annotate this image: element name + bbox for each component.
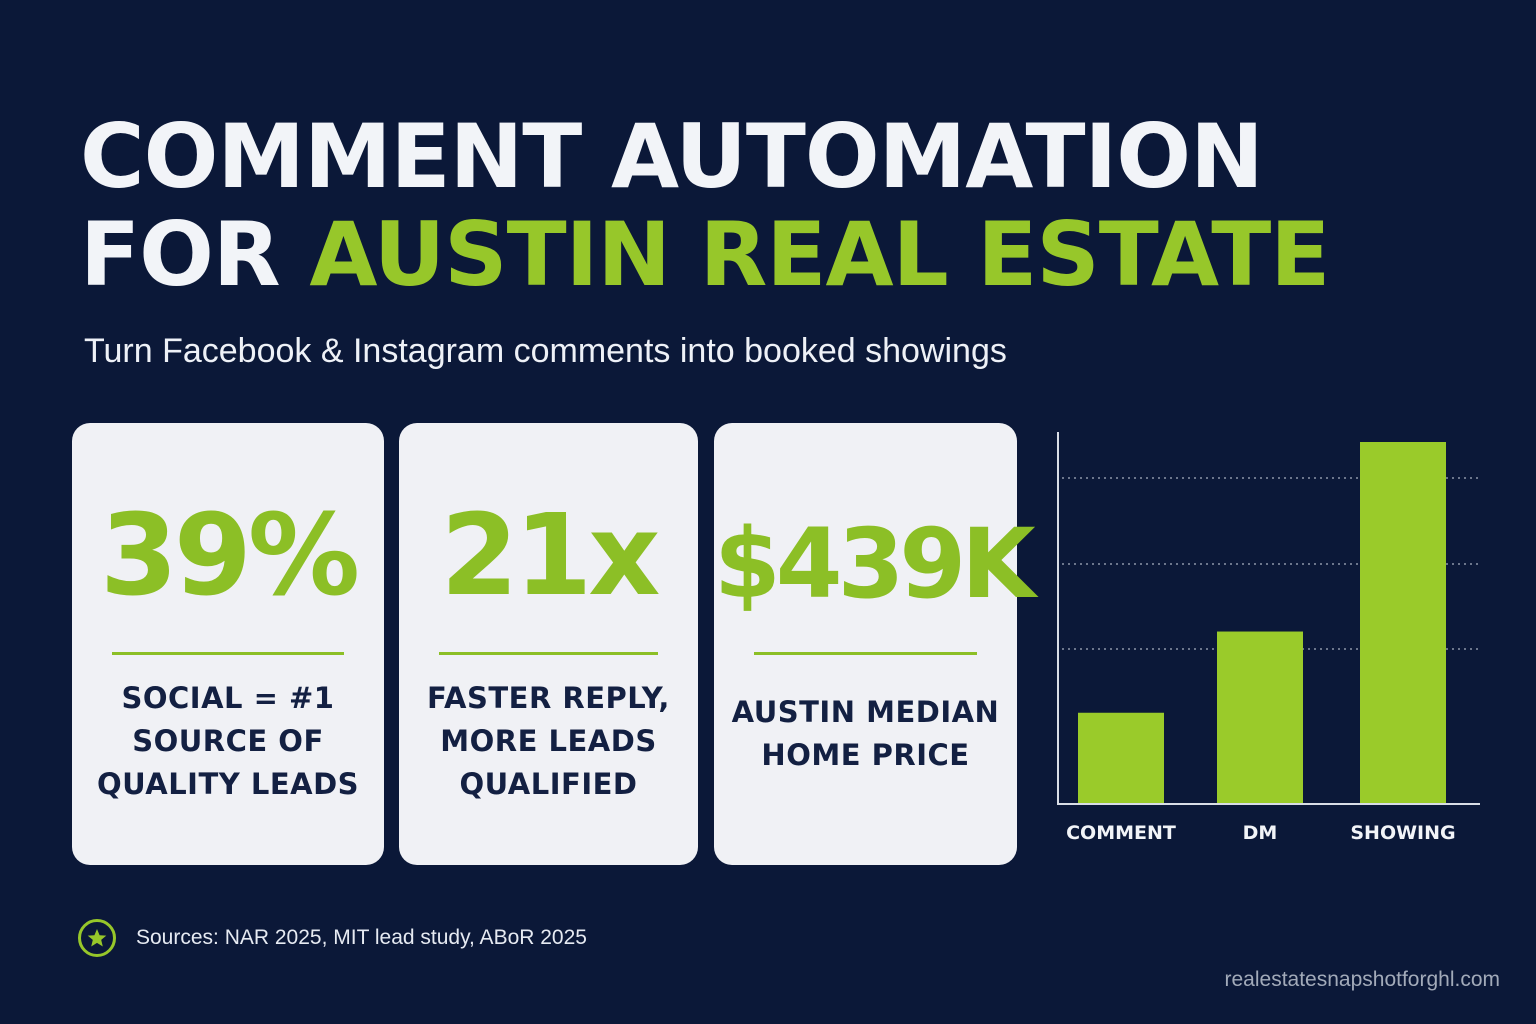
bar-showing — [1360, 442, 1446, 803]
stat-card-reply: 21x FASTER REPLY, MORE LEADS QUALIFIED — [399, 423, 698, 865]
stat-label: SOCIAL = #1 SOURCE OF QUALITY LEADS — [96, 681, 360, 801]
x-tick-label: DM — [1243, 822, 1278, 844]
stat-value: 21x — [440, 491, 660, 621]
title-line-1: COMMENT AUTOMATION — [80, 105, 1264, 208]
stat-card-price: $439K AUSTIN MEDIAN HOME PRICE — [714, 423, 1036, 865]
sources-text: Sources: NAR 2025, MIT lead study, ABoR … — [136, 926, 587, 949]
bar-comment — [1078, 712, 1164, 803]
main-title: COMMENT AUTOMATION FOR AUSTIN REAL ESTAT… — [80, 105, 1330, 306]
stat-value: 39% — [99, 491, 360, 621]
stat-card-social: 39% SOCIAL = #1 SOURCE OF QUALITY LEADS — [72, 423, 384, 865]
card-divider — [439, 652, 658, 655]
x-tick-label: SHOWING — [1350, 822, 1455, 844]
stat-label: FASTER REPLY, MORE LEADS QUALIFIED — [427, 681, 670, 801]
funnel-bar-chart: COMMENT DM SHOWING — [1057, 432, 1480, 844]
stat-value: $439K — [714, 508, 1036, 620]
x-tick-label: COMMENT — [1066, 822, 1176, 844]
star-icon — [78, 919, 116, 957]
title-line-2-accent: AUSTIN REAL ESTATE — [309, 203, 1330, 306]
sources-footer: Sources: NAR 2025, MIT lead study, ABoR … — [78, 917, 587, 959]
title-line-2-prefix: FOR — [80, 203, 310, 306]
card-divider — [112, 652, 344, 655]
website-url: realestatesnapshotforghl.com — [1224, 968, 1501, 991]
subtitle: Turn Facebook & Instagram comments into … — [84, 332, 1007, 370]
card-divider — [754, 652, 977, 655]
stat-label: AUSTIN MEDIAN HOME PRICE — [731, 695, 1000, 772]
bar-dm — [1217, 631, 1303, 803]
